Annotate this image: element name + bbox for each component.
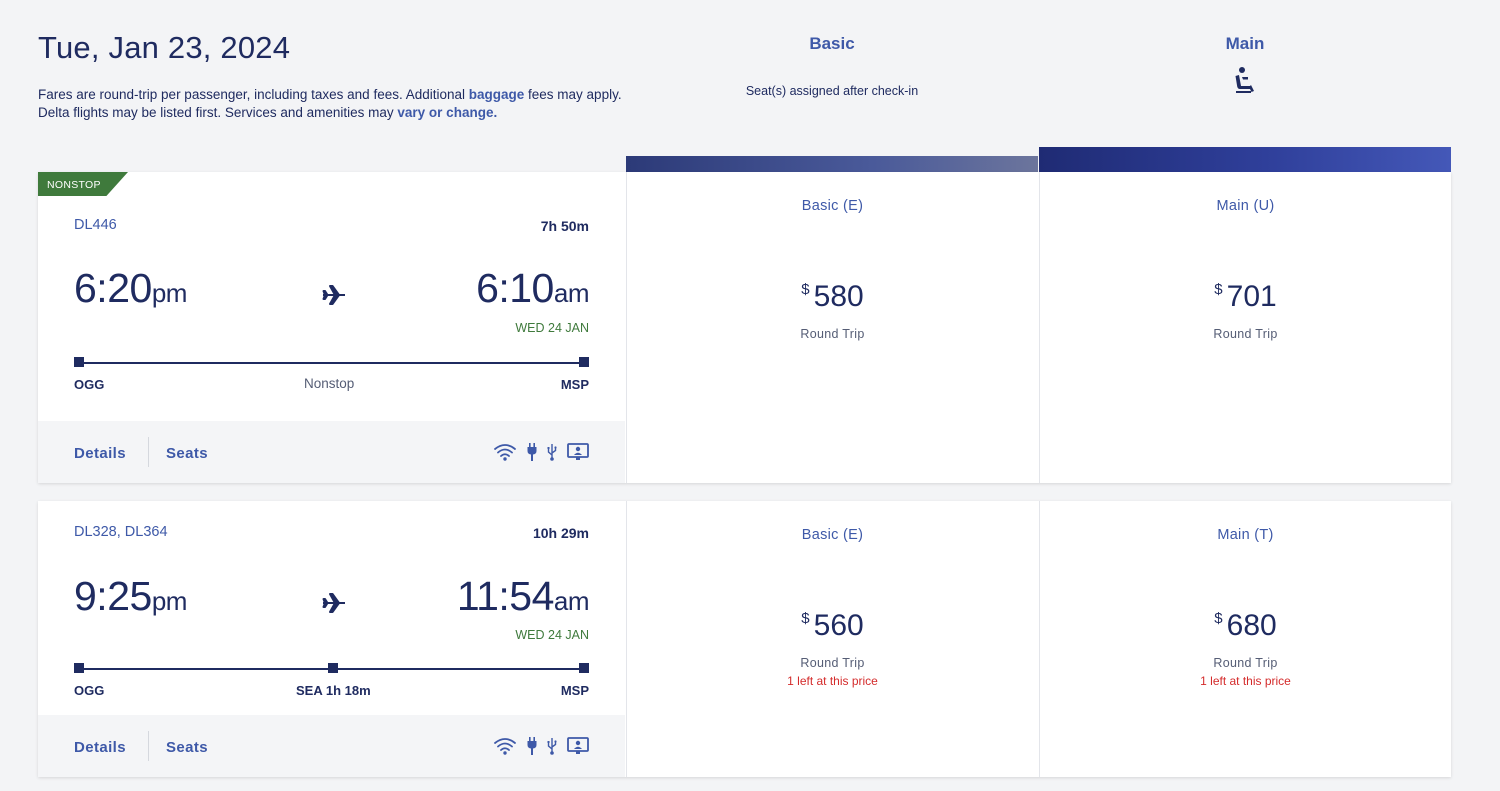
- trip-type: Round Trip: [1213, 656, 1278, 670]
- baggage-link[interactable]: baggage: [468, 87, 525, 102]
- fare-disclaimer: Fares are round-trip per passenger, incl…: [38, 86, 622, 122]
- destination-airport: MSP: [560, 377, 589, 392]
- disclaimer-text: fees may apply.: [524, 87, 622, 102]
- seat-icon: [1234, 66, 1256, 99]
- layover-info: SEA 1h 18m: [296, 683, 371, 698]
- arrival-time: 11:54am: [456, 573, 590, 619]
- origin-airport: OGG: [74, 377, 105, 392]
- stop-info: Nonstop: [304, 376, 355, 391]
- arrival-date: WED 24 JAN: [515, 321, 589, 335]
- basic-fare-option[interactable]: Basic (E) $580 Round Trip: [626, 172, 1038, 483]
- fare-class-label: Main (U): [1216, 198, 1275, 214]
- wifi-icon: [493, 737, 517, 760]
- flight-actions: Details Seats: [38, 715, 625, 777]
- arrival-date: WED 24 JAN: [515, 628, 589, 642]
- page-title: Tue, Jan 23, 2024: [38, 30, 291, 65]
- amenities[interactable]: [493, 737, 589, 760]
- flight-duration: 7h 50m: [540, 218, 589, 234]
- plane-icon: [322, 592, 346, 619]
- fare-class-label: Main (T): [1217, 527, 1274, 543]
- fare-price: $701: [1214, 280, 1277, 313]
- flight-info[interactable]: NONSTOP DL446 7h 50m 6:20pm 6:10am WED 2…: [38, 172, 625, 483]
- trip-type: Round Trip: [800, 327, 865, 341]
- main-fare-option[interactable]: Main (U) $701 Round Trip: [1039, 172, 1451, 483]
- nonstop-badge: NONSTOP: [38, 172, 128, 196]
- main-fare-option[interactable]: Main (T) $680 Round Trip 1 left at this …: [1039, 501, 1451, 777]
- trip-type: Round Trip: [1213, 327, 1278, 341]
- route-origin-node: [74, 663, 84, 673]
- destination-airport: MSP: [560, 683, 589, 698]
- vary-or-change-link[interactable]: vary or change.: [397, 105, 498, 120]
- departure-time: 6:20pm: [74, 265, 187, 311]
- fare-class-label: Basic (E): [801, 527, 864, 543]
- flight-card: DL328, DL364 10h 29m 9:25pm 11:54am WED …: [38, 501, 1451, 777]
- disclaimer-text: Delta flights may be listed first. Servi…: [38, 105, 398, 120]
- power-icon: [527, 443, 537, 466]
- departure-time: 9:25pm: [74, 573, 187, 619]
- flight-card: NONSTOP DL446 7h 50m 6:20pm 6:10am WED 2…: [38, 172, 1451, 483]
- divider: [148, 437, 149, 467]
- fare-price: $560: [801, 609, 864, 642]
- main-column-bar: [1039, 147, 1451, 172]
- basic-column-title: Basic: [809, 34, 855, 53]
- basic-fare-option[interactable]: Basic (E) $560 Round Trip 1 left at this…: [626, 501, 1038, 777]
- route-destination-node: [579, 663, 589, 673]
- route-line: [79, 362, 584, 364]
- divider: [148, 731, 149, 761]
- main-column-title: Main: [1225, 34, 1265, 53]
- wifi-icon: [493, 443, 517, 466]
- disclaimer-text: Fares are round-trip per passenger, incl…: [38, 87, 469, 102]
- main-column-header: Main: [1039, 34, 1451, 99]
- details-button[interactable]: Details: [74, 445, 126, 462]
- power-icon: [527, 737, 537, 760]
- plane-icon: [322, 284, 346, 311]
- seats-button[interactable]: Seats: [166, 739, 209, 756]
- route-destination-node: [579, 357, 589, 367]
- usb-icon: [547, 737, 557, 760]
- flight-number-link[interactable]: DL446: [74, 217, 117, 233]
- trip-type: Round Trip: [800, 656, 865, 670]
- basic-column-note: Seat(s) assigned after check-in: [745, 84, 919, 98]
- basic-column-header: Basic Seat(s) assigned after check-in: [626, 34, 1038, 98]
- seats-left-warning: 1 left at this price: [787, 674, 878, 688]
- entertainment-icon: [567, 443, 589, 466]
- fare-price: $580: [801, 280, 864, 313]
- seats-left-warning: 1 left at this price: [1200, 674, 1291, 688]
- flight-info[interactable]: DL328, DL364 10h 29m 9:25pm 11:54am WED …: [38, 501, 625, 777]
- flight-number-link[interactable]: DL328, DL364: [74, 524, 168, 540]
- entertainment-icon: [567, 737, 589, 760]
- arrival-time: 6:10am: [476, 265, 589, 311]
- route-stop-node[interactable]: [328, 663, 338, 673]
- usb-icon: [547, 443, 557, 466]
- flight-actions: Details Seats: [38, 421, 625, 483]
- origin-airport: OGG: [74, 683, 105, 698]
- amenities[interactable]: [493, 443, 589, 466]
- details-button[interactable]: Details: [74, 739, 126, 756]
- seats-button[interactable]: Seats: [166, 445, 209, 462]
- basic-column-bar: [626, 156, 1038, 172]
- route-origin-node: [74, 357, 84, 367]
- fare-class-label: Basic (E): [801, 198, 864, 214]
- fare-price: $680: [1214, 609, 1277, 642]
- flight-duration: 10h 29m: [532, 525, 589, 541]
